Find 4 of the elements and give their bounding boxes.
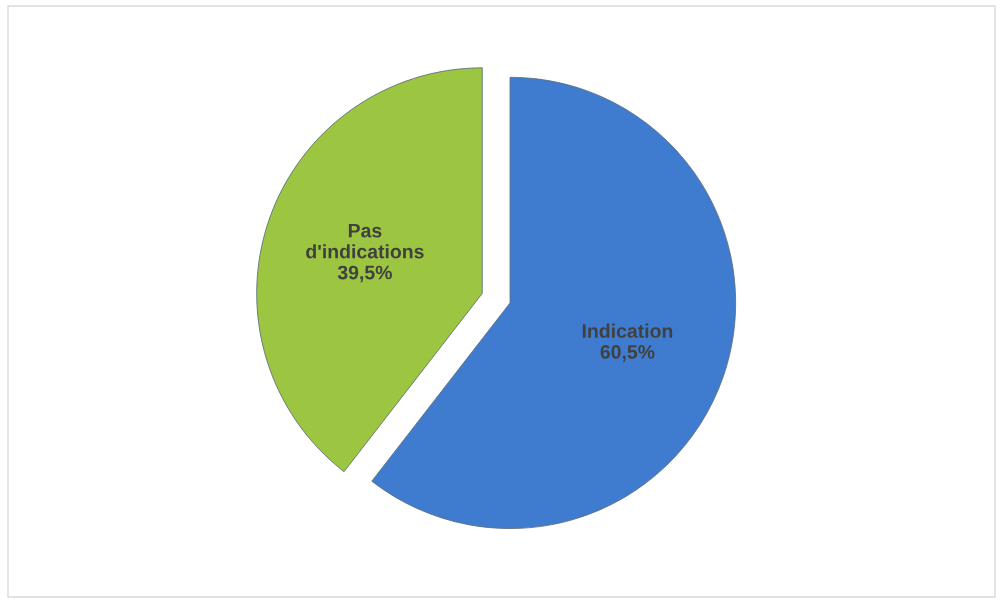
slice-label: Indication xyxy=(582,323,673,338)
slice-label: Pas d'indications xyxy=(306,223,424,259)
data-label: 39,5% xyxy=(337,265,392,283)
data-label: 60,5% xyxy=(600,345,655,362)
